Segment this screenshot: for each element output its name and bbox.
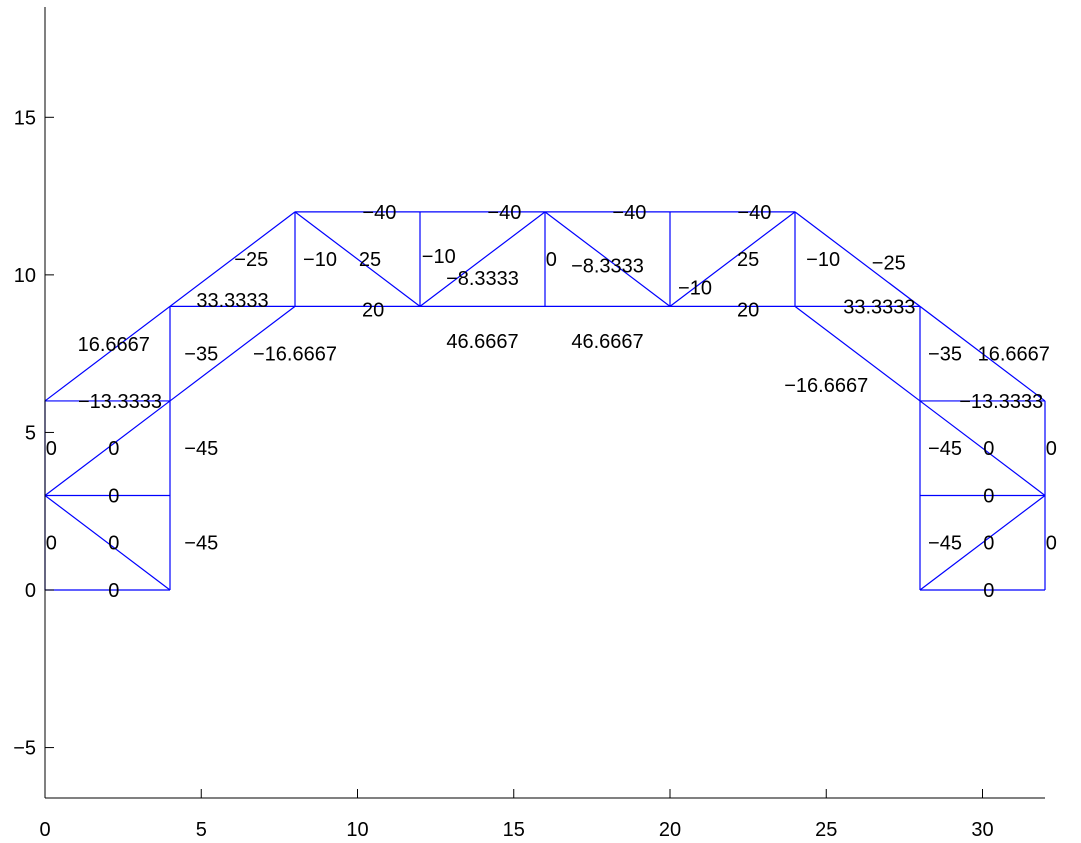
member-force-label: 0: [983, 485, 994, 507]
member-force-label: 33.3333: [843, 296, 915, 318]
member-force-label: 0: [108, 533, 119, 555]
y-tick-label: 5: [25, 422, 36, 444]
x-ticks: 0 5 10 15 20 25 30: [39, 789, 994, 841]
x-tick-label: 0: [39, 819, 50, 841]
member-force-label: −35: [928, 344, 962, 366]
x-tick-label: 30: [971, 819, 993, 841]
member-force-labels: 0 0 0 −45 0 0 0 −45 −13.3333 16.6667 −35 −16.6667 33…: [46, 202, 1057, 602]
truss-member: [919, 400, 1046, 496]
member-force-label: 20: [362, 300, 384, 322]
x-tick-label: 25: [815, 819, 837, 841]
member-force-label: −40: [487, 202, 521, 224]
member-force-label: −25: [872, 252, 906, 274]
truss-member: [919, 494, 1046, 591]
truss-member: [669, 211, 796, 307]
truss-member: [44, 494, 171, 591]
member-force-label: −40: [362, 202, 396, 224]
y-tick-label: 15: [14, 107, 36, 129]
member-force-label: 16.6667: [78, 334, 150, 356]
member-force-label: −25: [234, 249, 268, 271]
member-force-label: 0: [1046, 533, 1057, 555]
member-force-label: −16.6667: [253, 344, 337, 366]
x-tick-label: 20: [659, 819, 681, 841]
member-force-label: 0: [983, 438, 994, 460]
member-force-label: 0: [108, 580, 119, 602]
member-force-label: −35: [184, 344, 218, 366]
member-force-label: 0: [108, 485, 119, 507]
member-force-label: −8.3333: [446, 268, 519, 290]
member-force-label: −40: [737, 202, 771, 224]
member-force-label: −13.3333: [78, 391, 162, 413]
member-force-label: 33.3333: [196, 290, 268, 312]
member-force-label: 25: [737, 249, 759, 271]
member-force-label: −16.6667: [784, 375, 868, 397]
member-force-label: 0: [1046, 438, 1057, 460]
truss-member: [294, 211, 421, 307]
member-force-label: −10: [422, 246, 456, 268]
member-force-label: 0: [108, 438, 119, 460]
member-force-label: 46.6667: [446, 331, 518, 353]
member-force-label: 0: [983, 533, 994, 555]
member-force-label: 46.6667: [571, 331, 643, 353]
member-force-label: 0: [983, 580, 994, 602]
truss-member: [544, 211, 671, 307]
member-force-label: −45: [184, 438, 218, 460]
member-force-label: 20: [737, 300, 759, 322]
member-force-label: −10: [806, 249, 840, 271]
truss-member: [419, 211, 546, 307]
truss-member: [44, 400, 171, 496]
axes: [44, 7, 1045, 799]
y-tick-label: −5: [13, 738, 36, 760]
member-force-label: 16.6667: [978, 344, 1050, 366]
y-tick-label: 10: [14, 265, 36, 287]
x-tick-label: 5: [196, 819, 207, 841]
member-force-label: −13.3333: [959, 391, 1043, 413]
member-force-label: 25: [359, 249, 381, 271]
member-force-label: −10: [678, 277, 712, 299]
truss-member: [169, 305, 296, 402]
member-force-label: −10: [303, 249, 337, 271]
member-force-label: 0: [46, 533, 57, 555]
member-force-label: −45: [928, 533, 962, 555]
member-force-label: −45: [184, 533, 218, 555]
member-force-label: −40: [612, 202, 646, 224]
truss-member: [794, 305, 921, 402]
truss-members: [44, 211, 1046, 591]
x-tick-label: 15: [503, 819, 525, 841]
member-force-label: −8.3333: [571, 255, 644, 277]
x-tick-label: 10: [346, 819, 368, 841]
y-tick-label: 0: [25, 580, 36, 602]
member-force-label: −45: [928, 438, 962, 460]
member-force-label: 0: [46, 438, 57, 460]
member-force-label: 0: [546, 249, 557, 271]
